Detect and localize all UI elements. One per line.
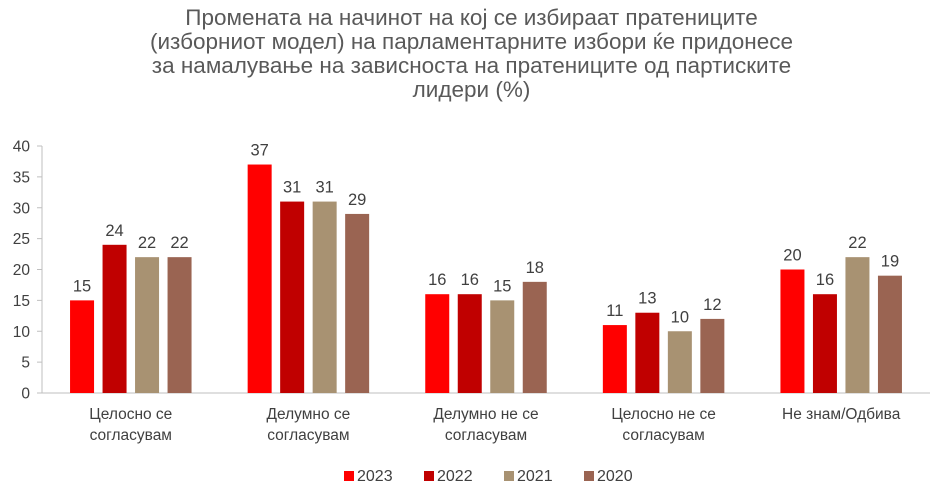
y-tick-label: 35 [13,169,30,186]
data-label: 15 [73,277,91,295]
bar [602,325,627,393]
y-tick-label: 15 [13,293,30,310]
data-label: 11 [606,302,623,320]
category-label: Не знам/Одбива [782,406,901,423]
data-label: 16 [461,271,479,289]
y-tick-label: 20 [13,262,31,279]
data-label: 20 [783,247,801,265]
data-label: 22 [138,234,156,252]
legend-label: 2020 [597,468,633,485]
legend-swatch [584,471,594,481]
bar [102,244,127,393]
legend-swatch [504,471,514,481]
bar [167,257,192,393]
category-label: согласувам [622,427,704,444]
category-label: согласувам [445,427,527,444]
data-label: 16 [816,271,834,289]
bar [70,300,95,393]
data-label: 12 [703,296,721,314]
bar [312,201,337,393]
category-label: согласувам [90,427,172,444]
bar [700,318,725,393]
data-label: 22 [170,234,188,252]
data-label: 24 [105,222,123,240]
legend-label: 2021 [517,468,553,485]
chart-title-line: лидери (%) [412,77,531,102]
bar [345,213,370,393]
bar [877,275,902,393]
data-label: 15 [493,277,511,295]
category-label: Делумно не се [433,406,538,423]
y-tick-label: 0 [21,386,30,403]
data-label: 19 [881,253,899,271]
bar [635,312,660,393]
category-label: Делумно се [267,406,351,423]
bar [490,300,515,393]
category-label: согласувам [267,427,349,444]
bar [247,164,272,393]
data-label: 13 [638,290,656,308]
category-label: Целосно се [89,406,172,423]
bar [522,281,547,393]
data-label: 31 [283,179,301,197]
bar [425,294,450,393]
data-label: 22 [848,234,866,252]
legend-swatch [424,471,434,481]
data-label: 18 [526,259,544,277]
data-label: 10 [671,308,689,326]
chart-title-line: Промената на начинот на кој се избираат … [185,5,758,30]
data-label: 31 [315,179,333,197]
category-label: Целосно не се [611,406,716,423]
y-tick-label: 30 [13,200,31,217]
chart-title: Промената на начинот на кој се избираат … [0,6,943,102]
y-tick-label: 25 [13,231,30,248]
chart-title-line: (изборниот модел) на парламентарните изб… [149,29,794,54]
legend-swatch [344,471,354,481]
bar [667,331,692,393]
y-tick-label: 10 [13,324,31,341]
data-label: 37 [250,142,268,160]
y-tick-label: 5 [21,355,30,372]
y-tick-label: 40 [13,139,31,156]
bar [780,269,805,393]
bar [457,294,482,393]
bar [280,201,305,393]
bar [845,257,870,393]
data-label: 16 [428,271,446,289]
bar [812,294,837,393]
legend-label: 2023 [357,468,393,485]
legend-label: 2022 [437,468,473,485]
data-label: 29 [348,191,366,209]
chart-title-line: за намалување на зависноста на пратеници… [151,53,792,78]
bar [135,257,160,393]
